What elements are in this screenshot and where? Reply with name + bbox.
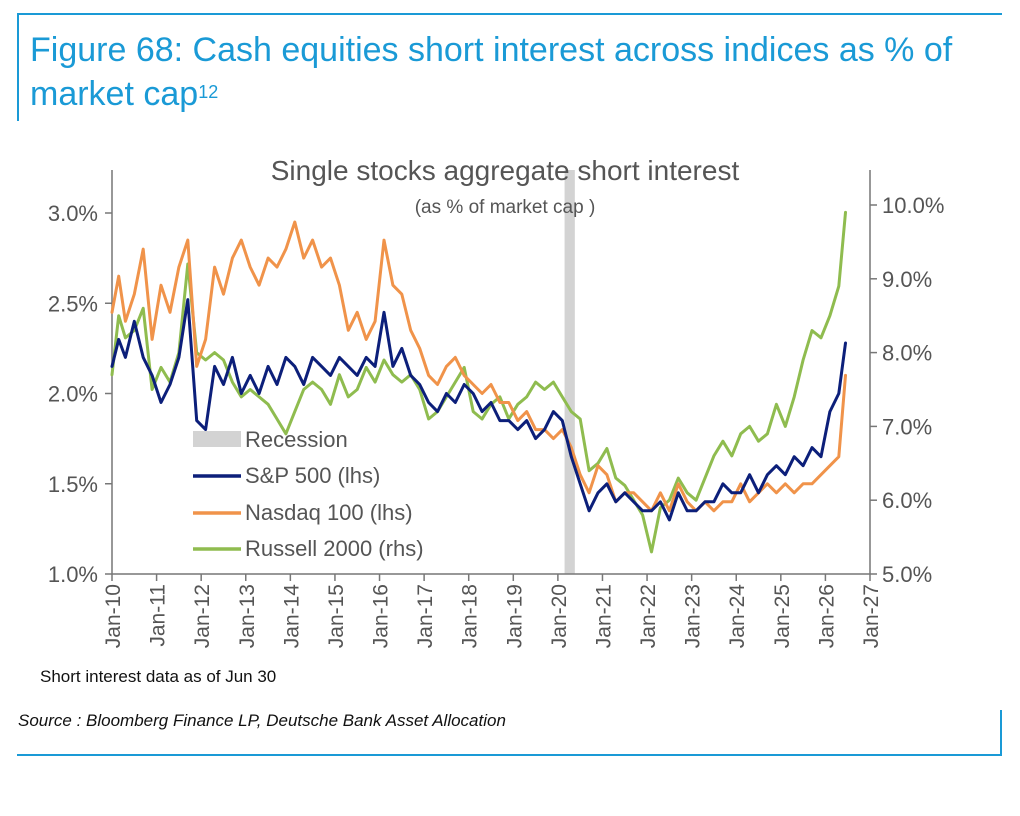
right-tick-label: 5.0% <box>882 562 932 587</box>
x-axis-ticks: Jan-10 Jan-11 Jan-12 Jan-13 Jan-14 Jan-15 Jan-… <box>102 574 883 648</box>
left-tick-label: 3.0% <box>48 201 98 226</box>
x-tick-label: Jan-23 <box>682 584 705 648</box>
right-axis-ticks: 5.0% 6.0% 7.0% 8.0% 9.0% 10.0% <box>870 193 944 587</box>
x-tick-label: Jan-21 <box>592 584 615 648</box>
left-axis-ticks: 1.0% 1.5% 2.0% 2.5% 3.0% <box>48 201 112 587</box>
nasdaq100-line <box>110 220 847 513</box>
left-tick-label: 1.5% <box>48 472 98 497</box>
chart-subtitle: (as % of market cap ) <box>415 197 596 218</box>
right-tick-label: 9.0% <box>882 267 932 292</box>
legend: Recession S&P 500 (lhs) Nasdaq 100 (lhs)… <box>193 427 424 561</box>
legend-recession-label: Recession <box>245 427 348 452</box>
legend-nasdaq-label: Nasdaq 100 (lhs) <box>245 500 413 525</box>
x-tick-label: Jan-11 <box>147 584 170 647</box>
figure-title-superscript: 12 <box>198 82 219 102</box>
right-tick-label: 7.0% <box>882 414 932 439</box>
right-tick-label: 8.0% <box>882 341 932 366</box>
x-tick-label: Jan-16 <box>370 584 393 648</box>
sp500-line <box>110 298 847 522</box>
source-note: Source : Bloomberg Finance LP, Deutsche … <box>18 711 506 730</box>
left-tick-label: 1.0% <box>48 562 98 587</box>
x-tick-label: Jan-25 <box>771 584 794 648</box>
short-interest-chart: 1.0% 1.5% 2.0% 2.5% 3.0% 5.0% 6.0% 7.0% 8.0% 9.0… <box>40 155 944 686</box>
figure-title-text: Figure 68: Cash equities short interest … <box>30 31 953 113</box>
legend-recession-swatch <box>193 431 241 447</box>
series-layer <box>110 210 847 554</box>
right-tick-label: 10.0% <box>882 193 944 218</box>
x-tick-label: Jan-13 <box>236 584 259 648</box>
x-tick-label: Jan-17 <box>414 584 437 648</box>
x-tick-label: Jan-19 <box>503 584 526 648</box>
right-tick-label: 6.0% <box>882 488 932 513</box>
legend-russell-label: Russell 2000 (rhs) <box>245 536 424 561</box>
chart-footnote: Short interest data as of Jun 30 <box>40 667 276 686</box>
frame-bottom-border <box>17 754 1002 756</box>
chart-title: Single stocks aggregate short interest <box>271 155 740 186</box>
left-tick-label: 2.5% <box>48 291 98 316</box>
x-tick-label: Jan-20 <box>548 584 571 648</box>
x-tick-label: Jan-10 <box>102 584 125 648</box>
legend-sp500-label: S&P 500 (lhs) <box>245 463 380 488</box>
x-tick-label: Jan-12 <box>191 584 214 648</box>
russell2000-line <box>110 210 847 554</box>
recession-band-layer <box>564 170 575 574</box>
x-tick-label: Jan-14 <box>280 584 303 649</box>
frame-right-border <box>1000 710 1002 756</box>
x-tick-label: Jan-27 <box>860 584 883 648</box>
x-tick-label: Jan-18 <box>459 584 482 648</box>
left-tick-label: 2.0% <box>48 382 98 407</box>
x-tick-label: Jan-26 <box>815 584 838 648</box>
recession-band <box>564 170 575 574</box>
x-tick-label: Jan-22 <box>637 584 660 648</box>
x-tick-label: Jan-15 <box>325 584 348 648</box>
frame-top-border <box>17 13 1002 15</box>
frame-left-border <box>17 13 19 121</box>
figure-title: Figure 68: Cash equities short interest … <box>30 28 1000 116</box>
x-tick-label: Jan-24 <box>726 584 749 649</box>
